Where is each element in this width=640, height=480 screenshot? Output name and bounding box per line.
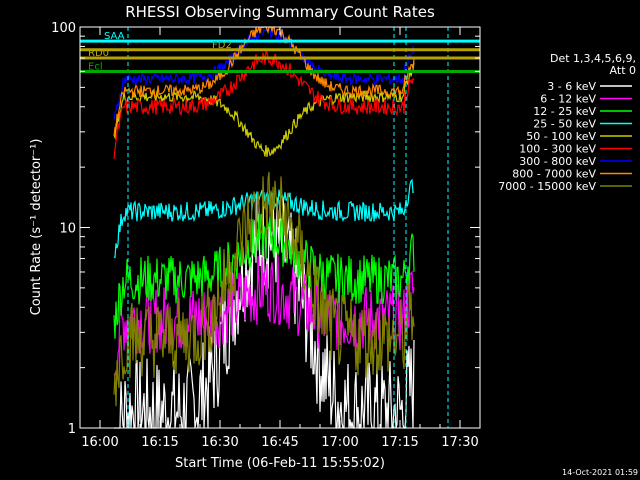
legend-label-6: 300 - 800 keV bbox=[519, 155, 596, 168]
x-tick-label-2: 16:30 bbox=[201, 435, 238, 450]
x-tick-label-6: 17:30 bbox=[441, 435, 478, 450]
series-line-5 bbox=[113, 49, 415, 159]
legend-label-3: 25 - 50 keV bbox=[533, 118, 596, 131]
series-line-1 bbox=[113, 254, 415, 380]
x-tick-label-3: 16:45 bbox=[261, 435, 298, 450]
x-tick-label-5: 17:15 bbox=[381, 435, 418, 450]
x-tick-label-1: 16:15 bbox=[141, 435, 178, 450]
legend-header-0: Det 1,3,4,5,6,9, bbox=[550, 52, 636, 65]
axes: 16:00 16:15 16:30 16:45 17:00 17:15 17:30 1 10 10… bbox=[51, 21, 481, 450]
legend-label-4: 50 - 100 keV bbox=[526, 130, 596, 143]
legend-label-7: 800 - 7000 keV bbox=[512, 168, 596, 181]
legend-label-2: 12 - 25 keV bbox=[533, 105, 596, 118]
legend-header-1: Att 0 bbox=[610, 64, 636, 77]
legend-label-8: 7000 - 15000 keV bbox=[498, 180, 596, 193]
flag-layer: SAA FD2 RD0 Ecl bbox=[80, 31, 480, 73]
series-line-2 bbox=[113, 213, 415, 339]
chart-title: RHESSI Observing Summary Count Rates bbox=[125, 3, 435, 21]
legend-label-1: 6 - 12 keV bbox=[540, 93, 596, 106]
flag-label-saa: SAA bbox=[104, 31, 125, 42]
series-line-8 bbox=[113, 171, 415, 407]
timestamp: 14-Oct-2021 01:59 bbox=[562, 468, 638, 477]
x-tick-label-4: 17:00 bbox=[321, 435, 358, 450]
flag-label-fd2: FD2 bbox=[212, 40, 232, 51]
flag-label-ecl: Ecl bbox=[88, 61, 103, 72]
series-line-6 bbox=[113, 26, 415, 120]
y-tick-label-2: 100 bbox=[51, 21, 76, 36]
x-axis-label: Start Time (06-Feb-11 15:55:02) bbox=[175, 456, 385, 471]
y-tick-label-0: 1 bbox=[68, 422, 76, 437]
y-axis-label: Count Rate (s⁻¹ detector⁻¹) bbox=[29, 139, 44, 316]
flag-label-rd0: RD0 bbox=[88, 48, 109, 59]
legend-label-0: 3 - 6 keV bbox=[547, 80, 596, 93]
y-tick-label-1: 10 bbox=[59, 222, 76, 237]
plot-area bbox=[113, 26, 449, 429]
x-tick-label-0: 16:00 bbox=[81, 435, 118, 450]
legend-label-5: 100 - 300 keV bbox=[519, 143, 596, 156]
